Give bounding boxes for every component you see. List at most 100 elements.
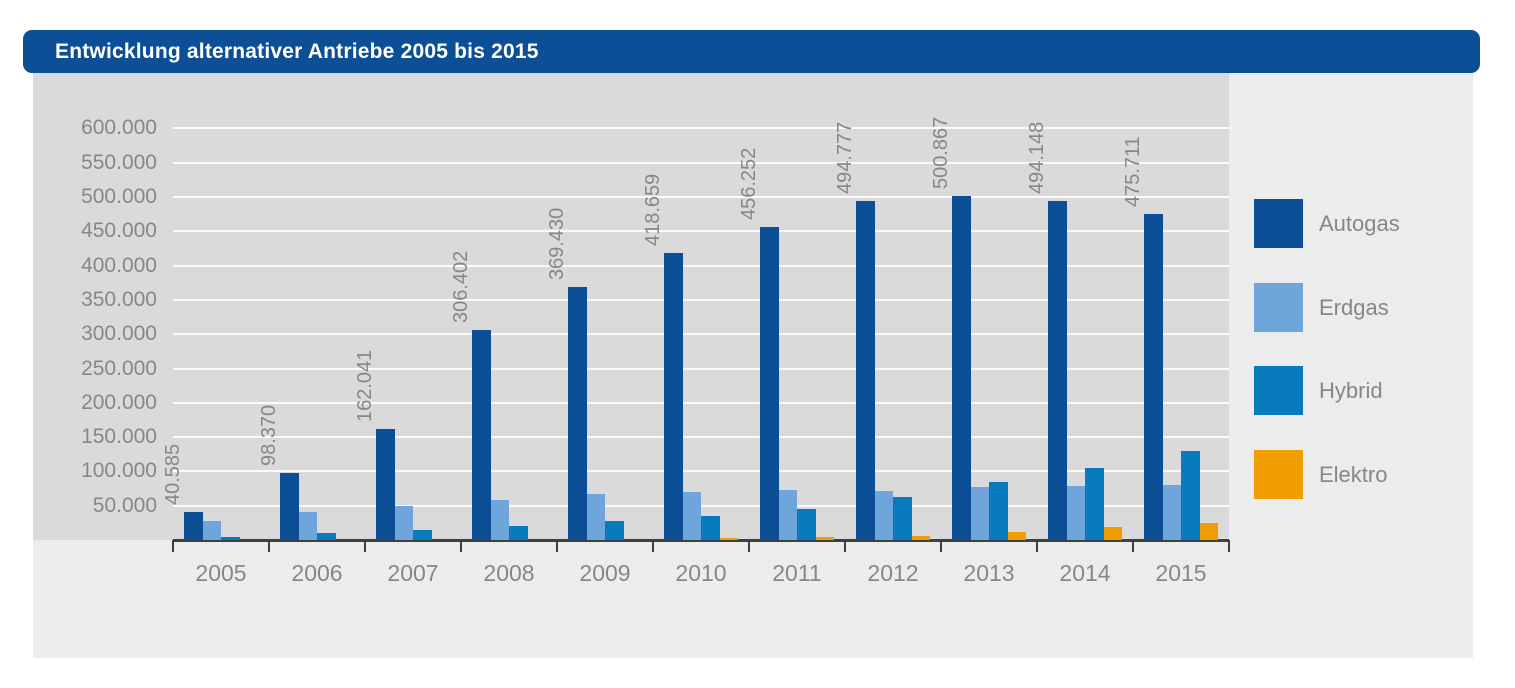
y-tick-label: 350.000: [81, 287, 157, 311]
bar-hybrid-2006: [317, 533, 336, 540]
x-axis-tick: [364, 540, 366, 552]
gridline: [173, 196, 1229, 198]
bar-value-label-2006: 98.370: [258, 404, 281, 466]
bar-hybrid-2005: [221, 536, 240, 540]
bar-erdgas-2007: [394, 506, 413, 540]
bar-erdgas-2011: [778, 489, 797, 540]
x-axis-tick: [556, 540, 558, 552]
gridline: [173, 333, 1229, 336]
gridline: [173, 264, 1229, 267]
plot-area: 600.000 550.000 500.000 450.000 400.000 350.0…: [33, 73, 1229, 540]
y-tick-label: 600.000: [81, 116, 157, 140]
bar-elektro-2010: [719, 538, 738, 540]
bar-hybrid-2008: [509, 526, 528, 540]
bar-value-label-2009: 369.430: [546, 207, 569, 280]
legend-label-autogas: Autogas: [1319, 211, 1400, 236]
x-axis-tick: [268, 540, 270, 552]
bar-value-label-2014: 494.148: [1026, 121, 1049, 194]
gridline: [173, 230, 1229, 233]
bar-elektro-2014: [1103, 526, 1122, 540]
bar-autogas-2006: [280, 472, 299, 540]
bar-hybrid-2007: [413, 529, 432, 540]
x-axis-tick: [460, 540, 462, 552]
bar-hybrid-2013: [989, 482, 1008, 540]
bar-value-label-2011: 456.252: [738, 147, 761, 220]
bar-autogas-2008: [472, 329, 491, 540]
bar-erdgas-2010: [682, 491, 701, 540]
x-label-2007: 2007: [387, 560, 439, 586]
legend-item-hybrid: Hybrid: [1254, 366, 1464, 415]
legend-label-hybrid: Hybrid: [1319, 378, 1383, 403]
bar-erdgas-2014: [1066, 486, 1085, 540]
bar-autogas-2007: [376, 428, 395, 540]
x-axis-tick: [844, 540, 846, 552]
legend-label-elektro: Elektro: [1319, 462, 1388, 487]
x-axis-tick: [1132, 540, 1134, 552]
chart-panel: 600.000 550.000 500.000 450.000 400.000 350.0…: [33, 73, 1473, 658]
bar-erdgas-2005: [202, 520, 221, 540]
bar-erdgas-2013: [970, 486, 989, 540]
y-tick-label: 250.000: [81, 356, 157, 380]
gridline: [173, 401, 1229, 404]
y-tick-label: 150.000: [81, 425, 157, 449]
y-tick-label: 500.000: [81, 185, 157, 208]
x-label-2009: 2009: [579, 560, 631, 586]
x-label-2008: 2008: [483, 560, 535, 586]
gridline: [173, 127, 1229, 130]
y-tick-label: 100.000: [81, 459, 157, 483]
gridline: [173, 161, 1229, 164]
legend-item-erdgas: Erdgas: [1254, 283, 1464, 332]
x-label-2011: 2011: [772, 560, 822, 586]
x-label-2005: 2005: [195, 560, 247, 586]
legend-swatch-elektro: [1254, 450, 1303, 499]
bar-erdgas-2009: [586, 494, 605, 540]
bar-elektro-2015: [1199, 522, 1218, 540]
bar-elektro-2012: [911, 535, 930, 540]
y-tick-label: 300.000: [81, 322, 157, 346]
bar-value-label-2008: 306.402: [450, 250, 473, 323]
gridline: [173, 367, 1229, 370]
gridline: [173, 436, 1229, 439]
gridline: [173, 298, 1229, 301]
bar-autogas-2013: [952, 196, 971, 540]
bar-hybrid-2012: [893, 497, 912, 540]
x-axis-tick: [748, 540, 750, 552]
bar-value-label-2013: 500.867: [930, 117, 953, 190]
x-label-2006: 2006: [291, 560, 343, 586]
bar-autogas-2014: [1048, 201, 1067, 540]
bar-autogas-2009: [568, 286, 587, 540]
gridline: [173, 470, 1229, 473]
y-tick-label: 50.000: [92, 493, 157, 517]
x-label-2010: 2010: [675, 560, 727, 586]
legend-item-autogas: Autogas: [1254, 199, 1464, 248]
gridline: [173, 504, 1229, 507]
y-tick-label: 400.000: [81, 253, 157, 277]
bar-autogas-2005: [184, 512, 203, 540]
bar-hybrid-2009: [605, 521, 624, 540]
x-label-2013: 2013: [963, 560, 1015, 586]
bar-hybrid-2015: [1181, 450, 1200, 540]
bar-erdgas-2008: [490, 499, 509, 540]
bar-value-label-2007: 162.041: [354, 349, 377, 422]
bar-elektro-2013: [1007, 531, 1026, 540]
bar-value-label-2015: 475.711: [1122, 135, 1145, 207]
x-axis-tick: [172, 540, 174, 552]
bar-autogas-2015: [1144, 213, 1163, 540]
x-label-2012: 2012: [867, 560, 919, 586]
bar-elektro-2011: [815, 536, 834, 540]
bar-hybrid-2014: [1085, 467, 1104, 540]
y-tick-label: 450.000: [81, 219, 157, 243]
x-axis-tick: [1036, 540, 1038, 552]
legend-item-elektro: Elektro: [1254, 450, 1464, 499]
bar-value-label-2012: 494.777: [834, 121, 857, 194]
bar-autogas-2012: [856, 200, 875, 540]
legend-swatch-autogas: [1254, 199, 1303, 248]
bar-erdgas-2015: [1162, 484, 1181, 540]
bar-hybrid-2010: [701, 516, 720, 540]
x-axis-line: [173, 539, 1229, 542]
x-label-2015: 2015: [1155, 560, 1207, 586]
x-axis-tick: [652, 540, 654, 552]
bar-erdgas-2012: [874, 490, 893, 540]
title-bar: Entwicklung alternativer Antriebe 2005 b…: [23, 30, 1480, 73]
